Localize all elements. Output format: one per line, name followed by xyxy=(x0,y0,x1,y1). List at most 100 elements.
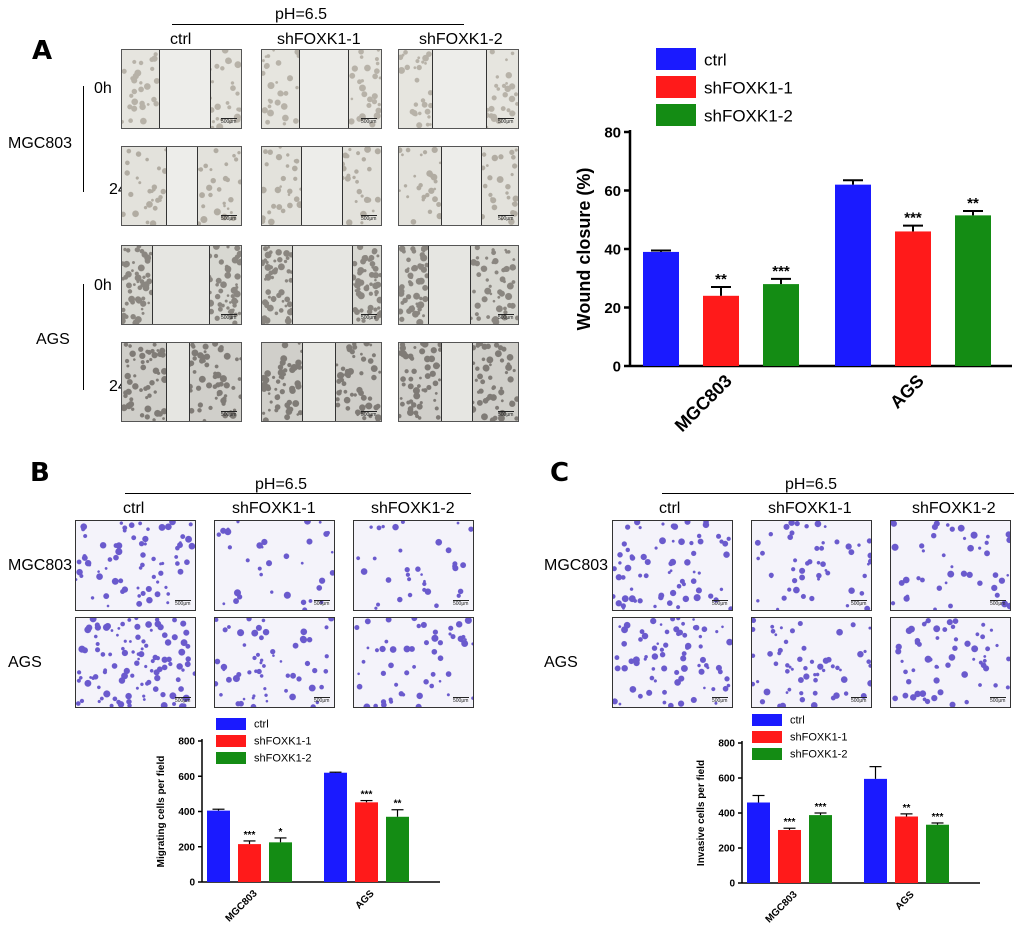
panel-a-ags-bracket xyxy=(83,284,84,390)
legend-label: ctrl xyxy=(790,715,805,727)
wound-image: 500μm xyxy=(398,342,519,422)
bar-shfoxk1-2 xyxy=(763,284,799,366)
scale-bar: 500μm xyxy=(453,601,469,607)
transwell-image: 500μm xyxy=(353,617,474,708)
significance-label: ** xyxy=(715,271,727,288)
panel-c-col-ctrl: ctrl xyxy=(659,500,681,517)
wound-image: 500μm xyxy=(121,245,242,325)
panel-b-condition: pH=6.5 xyxy=(255,476,308,493)
legend-label: shFOXK1-1 xyxy=(790,732,847,744)
wound-image: 500μm xyxy=(121,146,242,226)
scale-bar: 500μm xyxy=(361,119,377,125)
bar-ctrl xyxy=(207,810,230,882)
panel-b-col-sh1: shFOXK1-1 xyxy=(232,500,316,517)
category-label: AGS xyxy=(886,371,928,413)
panel-a-condition-line xyxy=(172,24,464,25)
y-tick-label: 20 xyxy=(604,300,621,317)
panel-a-time-0h-mgc: 0h xyxy=(94,80,112,97)
y-tick-label: 40 xyxy=(604,241,621,258)
bar-shfoxk1-1 xyxy=(355,802,378,882)
panel-b-row-ags: AGS xyxy=(8,654,42,671)
bar-ctrl xyxy=(643,251,679,366)
scale-bar: 500μm xyxy=(314,698,330,704)
scale-bar: 500μm xyxy=(361,412,377,418)
y-tick-label: 800 xyxy=(718,739,735,750)
legend-swatch xyxy=(656,76,696,98)
y-tick-label: 400 xyxy=(718,809,735,820)
panel-b-condition-line xyxy=(125,493,471,494)
legend-label: ctrl xyxy=(704,51,727,70)
legend-swatch xyxy=(656,104,696,126)
panel-c-row-ags: AGS xyxy=(544,654,578,671)
y-tick-label: 800 xyxy=(178,737,195,748)
scale-bar: 500μm xyxy=(498,119,514,125)
wound-image: 500μm xyxy=(261,342,382,422)
legend-swatch xyxy=(216,752,246,764)
wound-image: 500μm xyxy=(261,245,382,325)
legend-label: shFOXK1-2 xyxy=(790,749,847,761)
scale-bar: 500μm xyxy=(851,698,867,704)
legend-swatch xyxy=(216,735,246,747)
significance-label: *** xyxy=(815,802,827,813)
panel-a-col-sh2: shFOXK1-2 xyxy=(419,31,503,48)
legend-label: shFOXK1-2 xyxy=(704,107,793,126)
panel-a-row-ags: AGS xyxy=(36,331,70,348)
category-label: MGC803 xyxy=(224,888,260,924)
scale-bar: 500μm xyxy=(361,216,377,222)
legend-label: ctrl xyxy=(254,719,269,731)
y-tick-label: 60 xyxy=(604,183,621,200)
panel-a-col-sh1: shFOXK1-1 xyxy=(277,31,361,48)
scale-bar: 500μm xyxy=(712,698,728,704)
scale-bar: 500μm xyxy=(314,601,330,607)
transwell-image: 500μm xyxy=(890,617,1011,708)
category-label: AGS xyxy=(354,888,377,911)
bar-ctrl xyxy=(747,802,770,883)
panel-c-col-sh2: shFOXK1-2 xyxy=(912,500,996,517)
y-axis-label: Migrating cells per field xyxy=(156,756,167,868)
wound-image: 500μm xyxy=(261,49,382,129)
transwell-image: 500μm xyxy=(75,617,196,708)
transwell-image: 500μm xyxy=(890,520,1011,611)
panel-a-time-0h-ags: 0h xyxy=(94,277,112,294)
wound-image: 500μm xyxy=(261,146,382,226)
bar-ctrl xyxy=(864,778,887,883)
scale-bar: 500μm xyxy=(361,315,377,321)
scale-bar: 500μm xyxy=(221,216,237,222)
scale-bar: 500μm xyxy=(175,698,191,704)
y-tick-label: 200 xyxy=(718,844,735,855)
panel-c-col-sh1: shFOXK1-1 xyxy=(768,500,852,517)
transwell-image: 500μm xyxy=(612,617,733,708)
y-tick-label: 400 xyxy=(178,807,195,818)
y-tick-label: 600 xyxy=(718,774,735,785)
category-label: AGS xyxy=(894,889,917,912)
y-axis-label: Wound closure (%) xyxy=(574,168,594,331)
bar-shfoxk1-1 xyxy=(895,816,918,883)
significance-label: *** xyxy=(772,263,790,280)
category-label: MGC803 xyxy=(671,371,736,436)
legend-label: shFOXK1-1 xyxy=(254,736,311,748)
y-axis-label: Invasive cells per field xyxy=(696,760,707,866)
significance-label: *** xyxy=(244,830,256,841)
panel-b-col-sh2: shFOXK1-2 xyxy=(371,500,455,517)
scale-bar: 500μm xyxy=(712,601,728,607)
scale-bar: 500μm xyxy=(498,412,514,418)
significance-label: * xyxy=(279,827,283,838)
bar-shfoxk1-1 xyxy=(238,844,261,882)
significance-label: ** xyxy=(967,195,979,212)
panel-c-condition: pH=6.5 xyxy=(785,476,838,493)
panel-a-letter: A xyxy=(32,36,53,66)
bar-ctrl xyxy=(324,772,347,882)
bar-shfoxk1-1 xyxy=(703,295,739,366)
bar-ctrl xyxy=(835,184,871,366)
scale-bar: 500μm xyxy=(990,698,1006,704)
transwell-image: 500μm xyxy=(214,520,335,611)
transwell-image: 500μm xyxy=(751,520,872,611)
transwell-image: 500μm xyxy=(751,617,872,708)
bar-shfoxk1-2 xyxy=(269,842,292,882)
y-tick-label: 600 xyxy=(178,772,195,783)
scale-bar: 500μm xyxy=(221,119,237,125)
panel-b-row-mgc803: MGC803 xyxy=(8,557,73,574)
panel-a-mgc803-bracket xyxy=(83,86,84,192)
scale-bar: 500μm xyxy=(221,412,237,418)
